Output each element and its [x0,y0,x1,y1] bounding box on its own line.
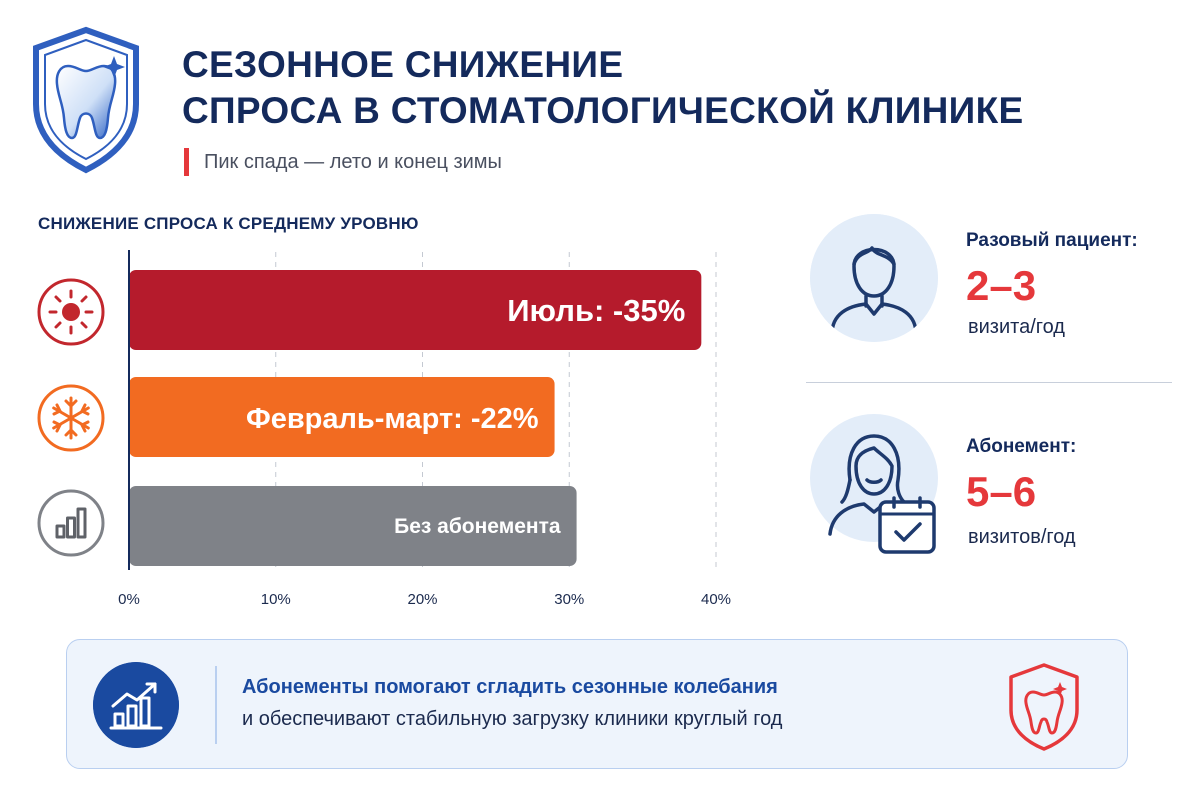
banner-text: и обеспечивают стабильную загрузку клини… [242,708,783,730]
snowflake-icon [37,384,105,452]
bar-chart: Июль: -35% Февраль-март: -22% Без абонемен… [118,250,731,608]
bar-label: Без абонемента [394,515,561,538]
tooth-shield-logo-icon [33,26,139,174]
panel-divider [806,382,1172,383]
x-tick-label: 40% [701,591,731,608]
single-patient-unit: визита/год [968,316,1065,338]
bar [129,270,702,350]
bar-label: Июль: -35% [507,293,685,328]
bar-label: Февраль-март: -22% [246,403,539,435]
page-title: СЕЗОННОЕ СНИЖЕНИЕ СПРОСА В СТОМАТОЛОГИЧЕ… [182,42,1023,134]
x-tick-label: 30% [554,591,584,608]
banner-separator [215,666,217,744]
growth-chart-icon [93,662,179,748]
single-patient-label: Разовый пациент: [966,230,1138,251]
subscription-value: 5–6 [966,468,1037,515]
x-tick-label: 0% [118,591,140,608]
x-tick-label: 20% [407,591,437,608]
visit-frequency-panel: Разовый пациент: 2–3 визита/год Абонемен… [806,200,1176,580]
info-banner: Абонементы помогают сгладить сезонные ко… [66,639,1128,769]
x-tick-label: 10% [261,591,291,608]
banner-headline: Абонементы помогают сгладить сезонные ко… [242,676,778,698]
man-avatar-icon [810,214,938,342]
title-line-1: СЕЗОННОЕ СНИЖЕНИЕ [182,44,624,85]
bar-chart-icon [37,489,105,557]
woman-calendar-check-icon [810,414,938,554]
bar [129,486,577,566]
chart-title: СНИЖЕНИЕ СПРОСА К СРЕДНЕМУ УРОВНЮ [38,214,419,233]
subtitle-accent-bar [184,148,189,176]
single-patient-value: 2–3 [966,262,1037,309]
sun-icon [37,278,105,346]
subtitle: Пик спада — лето и конец зимы [204,151,502,173]
title-line-2: СПРОСА В СТОМАТОЛОГИЧЕСКОЙ КЛИНИКЕ [182,90,1024,131]
subscription-unit: визитов/год [968,526,1076,548]
tooth-shield-outline-icon [1009,663,1079,751]
bar [129,377,555,457]
subscription-label: Абонемент: [966,436,1077,457]
